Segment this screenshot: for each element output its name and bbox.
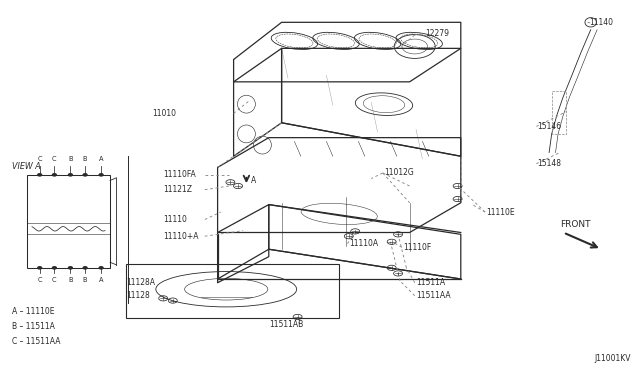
Text: B: B <box>68 156 73 162</box>
Text: 11511AA: 11511AA <box>416 291 451 300</box>
Text: 11110+A: 11110+A <box>163 232 198 241</box>
Text: B – 11511A: B – 11511A <box>12 322 54 331</box>
Text: 11128: 11128 <box>126 291 150 300</box>
Text: 11010: 11010 <box>152 109 176 118</box>
Circle shape <box>52 174 56 176</box>
Circle shape <box>38 267 42 269</box>
Text: 11511A: 11511A <box>416 278 445 287</box>
Text: C: C <box>52 277 57 283</box>
Text: B: B <box>83 277 88 283</box>
Text: 11121Z: 11121Z <box>163 185 192 194</box>
Bar <box>27 175 110 268</box>
Text: J11001KV: J11001KV <box>594 354 630 363</box>
Circle shape <box>68 267 72 269</box>
Text: C: C <box>37 277 42 283</box>
Circle shape <box>99 267 103 269</box>
Text: C – 11511AA: C – 11511AA <box>12 337 60 346</box>
Text: 11140: 11140 <box>589 18 613 27</box>
Circle shape <box>38 174 42 176</box>
Circle shape <box>52 267 56 269</box>
Text: B: B <box>68 277 73 283</box>
Text: 11511AB: 11511AB <box>269 320 303 329</box>
Bar <box>126 264 339 318</box>
Text: 11128A: 11128A <box>126 278 155 287</box>
Circle shape <box>68 174 72 176</box>
Text: A: A <box>251 176 256 185</box>
Circle shape <box>83 267 87 269</box>
Text: A: A <box>99 277 104 283</box>
Text: 11110F: 11110F <box>403 243 431 252</box>
Text: 12279: 12279 <box>426 29 450 38</box>
Circle shape <box>83 174 87 176</box>
Text: B: B <box>83 156 88 162</box>
Text: A – 11110E: A – 11110E <box>12 307 54 316</box>
Text: 11110: 11110 <box>163 215 187 224</box>
Text: 11012G: 11012G <box>384 169 413 177</box>
Text: FRONT: FRONT <box>560 220 591 229</box>
Text: 15148: 15148 <box>538 159 562 168</box>
Text: 11110A: 11110A <box>349 239 378 248</box>
Text: 11110FA: 11110FA <box>163 170 196 179</box>
Text: C: C <box>37 156 42 162</box>
Text: 11110E: 11110E <box>486 208 515 217</box>
Circle shape <box>99 174 103 176</box>
Text: 15146: 15146 <box>538 122 562 131</box>
Text: VIEW A: VIEW A <box>12 162 40 171</box>
Text: C: C <box>52 156 57 162</box>
Text: A: A <box>99 156 104 162</box>
